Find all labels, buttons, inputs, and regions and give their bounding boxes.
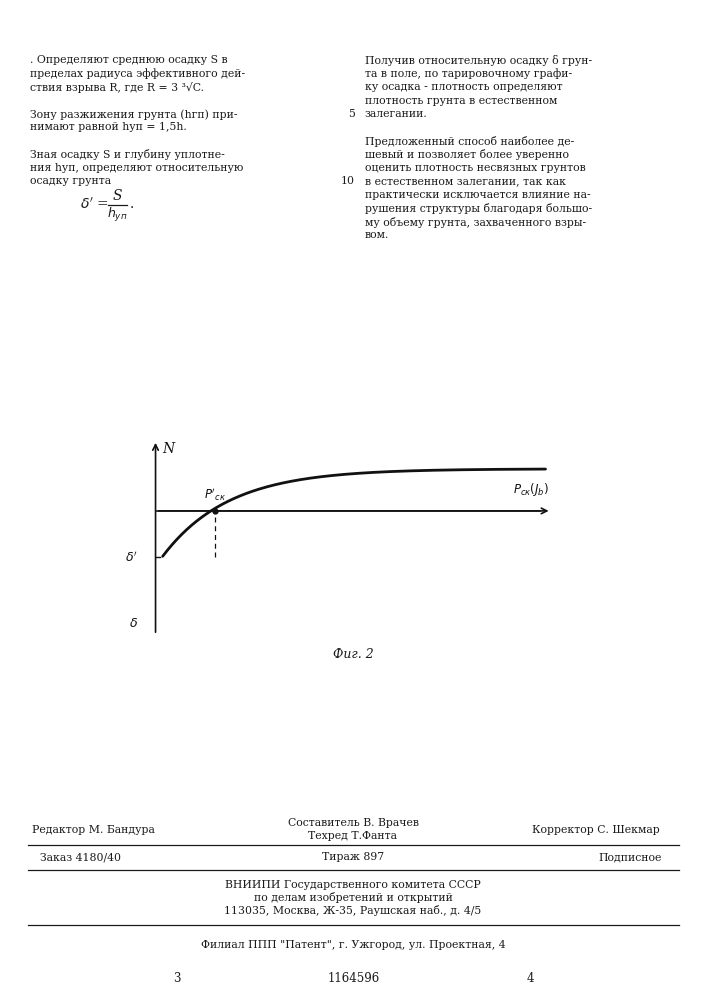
Text: оценить плотность несвязных грунтов: оценить плотность несвязных грунтов (365, 163, 586, 173)
Text: залегании.: залегании. (365, 109, 428, 119)
Text: ствия взрыва R, где R = 3 ³√C.: ствия взрыва R, где R = 3 ³√C. (30, 82, 204, 93)
Text: $\delta$: $\delta$ (129, 617, 138, 630)
Text: $\delta'$: $\delta'$ (125, 550, 138, 565)
Text: Зону разжижения грунта (hгп) при-: Зону разжижения грунта (hгп) при- (30, 109, 238, 120)
Text: ВНИИПИ Государственного комитета СССР: ВНИИПИ Государственного комитета СССР (225, 880, 481, 890)
Text: Заказ 4180/40: Заказ 4180/40 (40, 852, 121, 862)
Text: рушения структуры благодаря большо-: рушения структуры благодаря большо- (365, 204, 592, 215)
Text: Зная осадку S и глубину уплотне-: Зная осадку S и глубину уплотне- (30, 149, 225, 160)
Text: нимают равной hуп = 1,5h.: нимают равной hуп = 1,5h. (30, 122, 187, 132)
Text: 113035, Москва, Ж-35, Раушская наб., д. 4/5: 113035, Москва, Ж-35, Раушская наб., д. … (224, 905, 481, 916)
Text: шевый и позволяет более уверенно: шевый и позволяет более уверенно (365, 149, 569, 160)
Text: по делам изобретений и открытий: по делам изобретений и открытий (254, 892, 452, 903)
Text: $P_{ск}(J_b)$: $P_{ск}(J_b)$ (513, 482, 549, 498)
Text: Филиал ППП "Патент", г. Ужгород, ул. Проектная, 4: Филиал ППП "Патент", г. Ужгород, ул. Про… (201, 940, 506, 950)
Text: 10: 10 (341, 176, 355, 186)
Text: =: = (97, 197, 109, 211)
Text: Корректор С. Шекмар: Корректор С. Шекмар (532, 825, 660, 835)
Text: 4: 4 (527, 972, 534, 984)
Text: 5: 5 (348, 109, 355, 119)
Text: 3: 3 (173, 972, 180, 984)
Text: $\delta'$: $\delta'$ (80, 196, 94, 212)
Text: плотность грунта в естественном: плотность грунта в естественном (365, 96, 557, 105)
Text: та в поле, по тарировочному графи-: та в поле, по тарировочному графи- (365, 68, 572, 79)
Text: пределах радиуса эффективного дей-: пределах радиуса эффективного дей- (30, 68, 245, 79)
Text: $P'_{ск}$: $P'_{ск}$ (204, 486, 226, 503)
Text: Тираж 897: Тираж 897 (322, 852, 384, 862)
Text: в естественном залегании, так как: в естественном залегании, так как (365, 176, 566, 186)
Text: .: . (130, 197, 134, 211)
Text: вом.: вом. (365, 231, 390, 240)
Text: Получив относительную осадку δ грун-: Получив относительную осадку δ грун- (365, 55, 592, 66)
Text: ния hуп, определяют относительную: ния hуп, определяют относительную (30, 163, 243, 173)
Text: Подписное: Подписное (598, 852, 662, 862)
Text: 1164596: 1164596 (327, 972, 380, 984)
Text: осадку грунта: осадку грунта (30, 176, 111, 186)
Text: Фиг. 2: Фиг. 2 (333, 648, 374, 661)
Text: . Определяют среднюю осадку S в: . Определяют среднюю осадку S в (30, 55, 228, 65)
Text: Предложенный способ наиболее де-: Предложенный способ наиболее де- (365, 136, 574, 147)
Text: S: S (112, 189, 122, 203)
Text: $\mathit{h}_{\mathit{уп}}$: $\mathit{h}_{\mathit{уп}}$ (107, 206, 127, 224)
Text: Редактор М. Бандура: Редактор М. Бандура (32, 825, 155, 835)
Text: му объему грунта, захваченного взры-: му объему грунта, захваченного взры- (365, 217, 586, 228)
Text: ку осадка - плотность определяют: ку осадка - плотность определяют (365, 82, 563, 92)
Text: Составитель В. Врачев: Составитель В. Врачев (288, 818, 419, 828)
Text: N: N (163, 442, 175, 456)
Text: Техред Т.Фанта: Техред Т.Фанта (308, 831, 397, 841)
Text: практически исключается влияние на-: практически исключается влияние на- (365, 190, 590, 200)
